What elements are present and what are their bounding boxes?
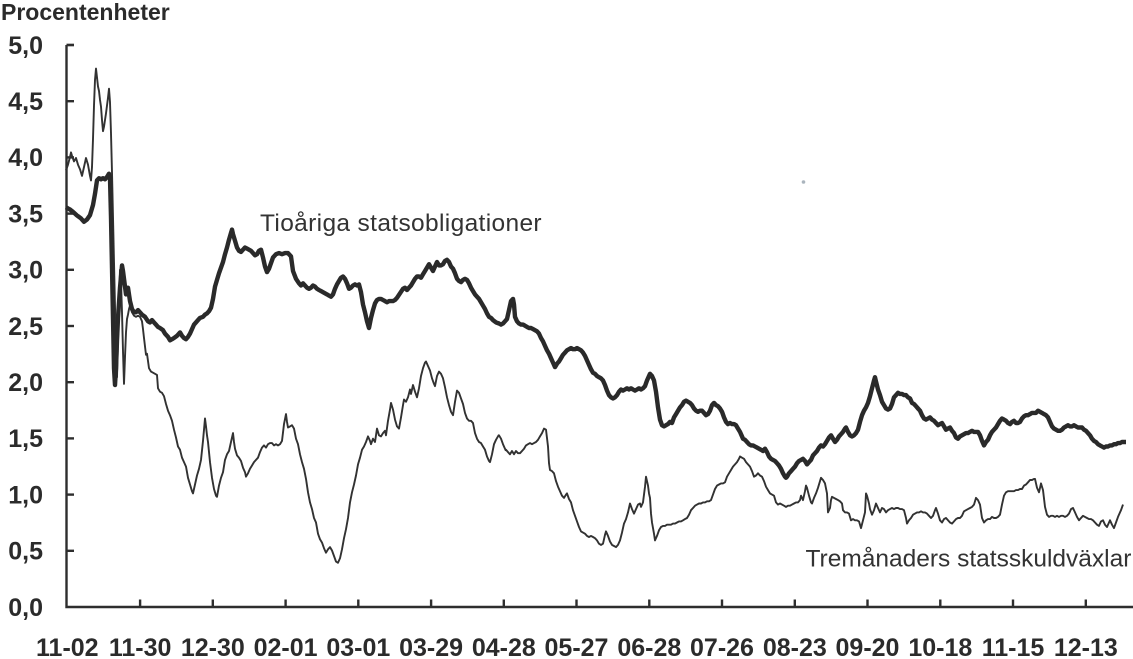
svg-text:5,0: 5,0 [8,32,43,60]
svg-text:05-27: 05-27 [545,634,609,659]
svg-text:12-13: 12-13 [1054,634,1118,659]
svg-text:03-29: 03-29 [399,634,463,659]
svg-text:03-01: 03-01 [326,634,390,659]
svg-text:Procentenheter: Procentenheter [1,0,170,25]
svg-text:11-15: 11-15 [982,634,1045,659]
svg-text:02-01: 02-01 [254,634,318,659]
svg-text:06-28: 06-28 [617,634,681,659]
svg-text:1,5: 1,5 [8,425,43,453]
svg-text:11-30: 11-30 [109,634,172,659]
svg-text:Tremånaders statsskuldväxlar: Tremånaders statsskuldväxlar [806,546,1132,573]
svg-text:4,5: 4,5 [8,88,43,116]
svg-text:10-18: 10-18 [908,634,972,659]
svg-text:09-20: 09-20 [836,634,900,659]
svg-text:04-28: 04-28 [472,634,536,659]
svg-text:3,5: 3,5 [8,200,43,228]
svg-text:08-23: 08-23 [763,634,827,659]
svg-text:07-26: 07-26 [690,634,754,659]
svg-text:1,0: 1,0 [8,481,43,509]
svg-text:11-02: 11-02 [36,634,99,659]
svg-text:3,0: 3,0 [8,257,43,285]
svg-text:Tioåriga statsobligationer: Tioåriga statsobligationer [260,210,542,237]
svg-text:12-30: 12-30 [181,634,245,659]
svg-text:2,0: 2,0 [8,369,43,397]
svg-text:4,0: 4,0 [8,144,43,172]
svg-text:0,0: 0,0 [8,594,43,622]
svg-text:2,5: 2,5 [8,313,43,341]
svg-text:0,5: 0,5 [8,538,43,566]
